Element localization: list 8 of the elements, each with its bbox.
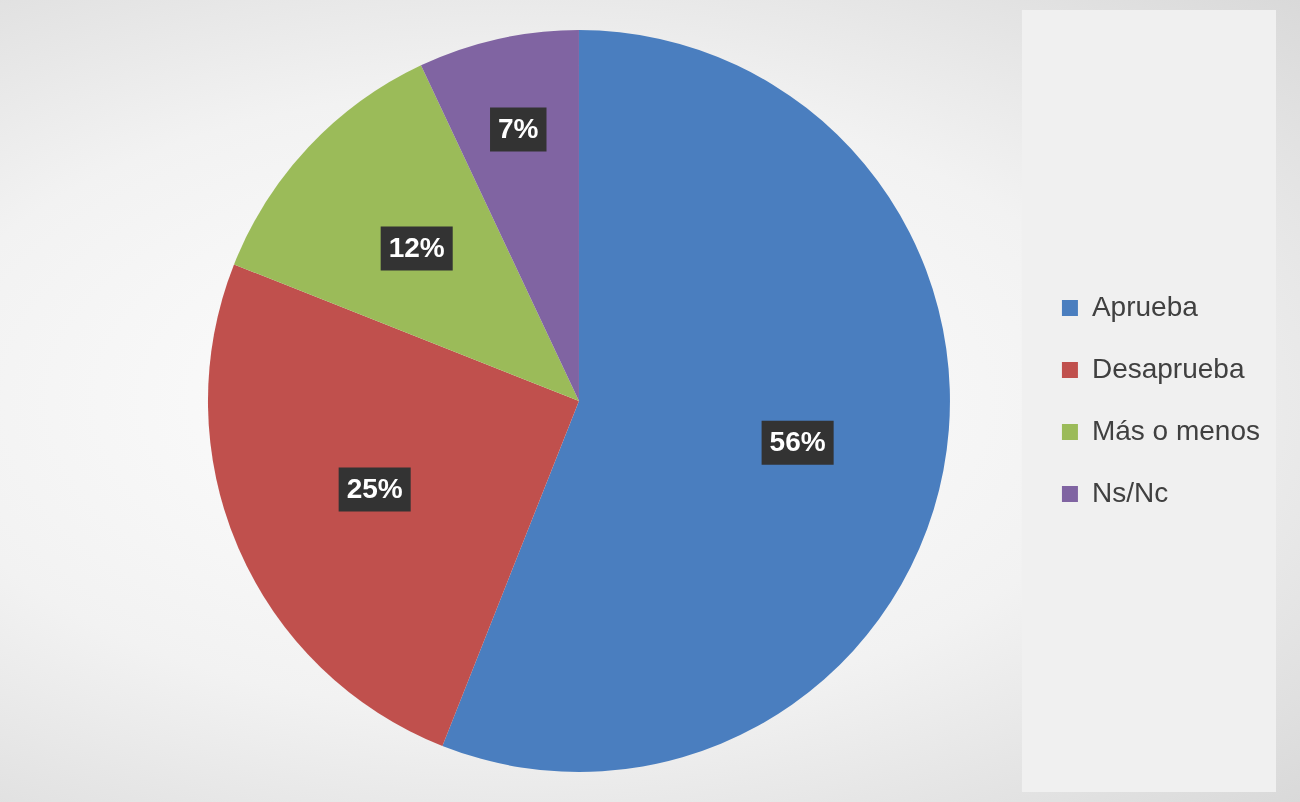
legend-label: Desaprueba <box>1091 352 1245 384</box>
data-label: 7% <box>498 113 539 145</box>
data-label: 12% <box>388 232 445 264</box>
legend-label: Ns/Nc <box>1091 476 1169 508</box>
legend-label: Aprueba <box>1091 290 1199 322</box>
legend-label: Más o menos <box>1091 414 1261 446</box>
data-label: 56% <box>769 426 826 458</box>
data-label: 25% <box>346 473 403 505</box>
